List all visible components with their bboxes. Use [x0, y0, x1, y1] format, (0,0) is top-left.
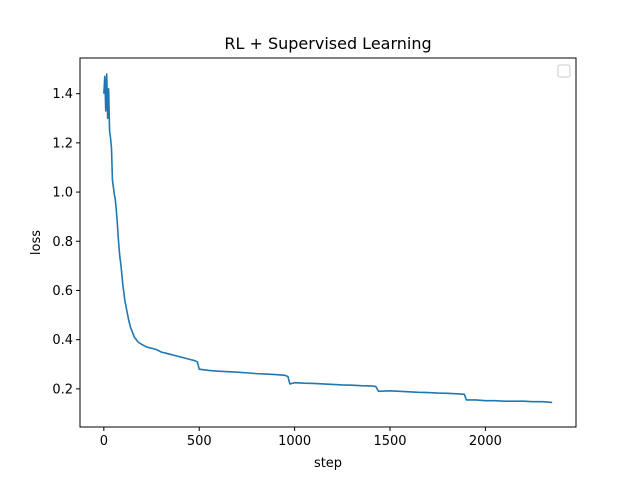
x-tick-label: 0: [100, 434, 108, 449]
x-tick-label: 2000: [469, 434, 502, 449]
y-tick-label: 1.2: [52, 136, 73, 151]
x-tick-label: 1500: [373, 434, 406, 449]
x-axis-label: step: [314, 456, 342, 471]
y-tick-label: 1.4: [52, 87, 73, 102]
series-layer: [103, 73, 553, 404]
chart-title: RL + Supervised Learning: [224, 34, 431, 53]
y-tick-label: 1.0: [52, 186, 73, 201]
y-axis-label: loss: [29, 230, 44, 255]
x-tick-label: 1000: [278, 434, 311, 449]
x-tick-label: 500: [187, 434, 212, 449]
y-tick-label: 0.6: [52, 284, 73, 299]
y-tick-label: 0.4: [52, 333, 73, 348]
axes-background: [80, 58, 576, 427]
y-axis: 0.2 0.4 0.6 0.8 1.0 1.2 1.4: [52, 87, 80, 397]
x-axis: 0 500 1000 1500 2000: [100, 427, 502, 449]
series-line: [103, 73, 553, 404]
plot-area: [80, 58, 576, 427]
y-tick-label: 0.2: [52, 382, 73, 397]
legend-box: [557, 64, 571, 78]
y-tick-label: 0.8: [52, 235, 73, 250]
axes-frame: [79, 57, 577, 428]
